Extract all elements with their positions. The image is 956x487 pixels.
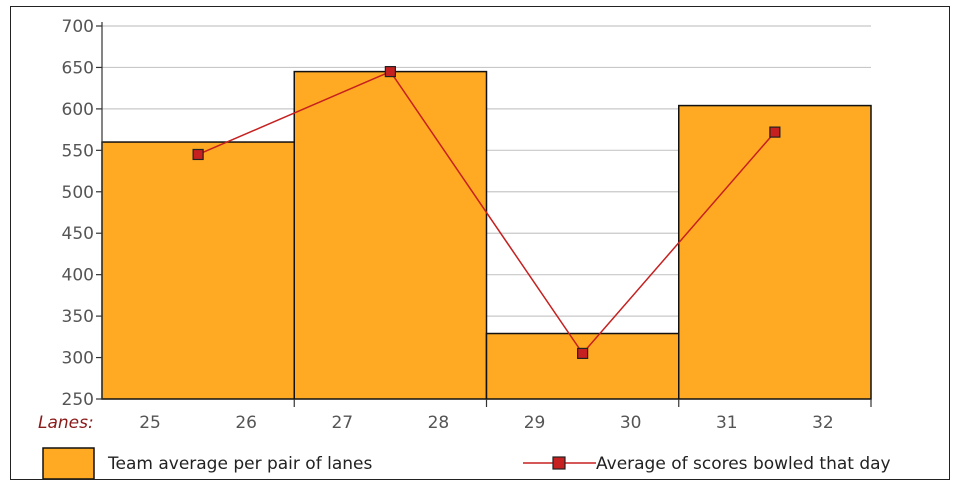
y-tick-label: 700 (62, 17, 94, 37)
score-point-31-32 (769, 126, 781, 138)
x-tick-label: 29 (524, 413, 546, 433)
y-tick-label: 250 (62, 390, 94, 410)
y-axis: 250 300 350 400 450 500 550 600 650 700 (62, 17, 103, 410)
legend-swatch-marker (552, 456, 566, 470)
x-axis-label: Lanes: (38, 413, 94, 433)
legend-swatch-bars (42, 447, 95, 479)
y-tick-label: 550 (62, 141, 94, 161)
score-line (192, 65, 781, 360)
x-tick-label: 32 (812, 413, 834, 433)
score-point-25-26 (192, 148, 204, 161)
x-tick-label: 26 (235, 413, 257, 433)
bar-25-26 (101, 141, 295, 400)
y-tick-label: 300 (62, 349, 94, 369)
x-tick-label: 28 (428, 413, 450, 433)
y-tick-label: 650 (62, 58, 94, 78)
score-point-29-30 (577, 347, 589, 360)
y-tick-label: 450 (62, 224, 94, 244)
bars (101, 70, 872, 400)
y-tick-label: 600 (62, 100, 94, 120)
x-axis: Lanes: 25 26 27 28 29 30 31 32 (38, 399, 872, 433)
score-point-27-28 (384, 65, 396, 78)
x-tick-label: 27 (331, 413, 353, 433)
bowling-chart: 250 300 350 400 450 500 550 600 650 700 Lanes: 25… (38, 17, 891, 479)
x-tick-label: 25 (139, 413, 161, 433)
x-tick-label: 30 (620, 413, 642, 433)
bar-27-28 (293, 70, 488, 400)
legend-label-bars: Team average per pair of lanes (107, 454, 372, 474)
y-tick-label: 350 (62, 307, 94, 327)
chart-frame: 250 300 350 400 450 500 550 600 650 700 Lanes: 25… (10, 6, 950, 480)
legend-label-line: Average of scores bowled that day (596, 454, 891, 474)
bar-29-30 (485, 332, 680, 400)
y-tick-label: 400 (62, 266, 94, 286)
legend: Team average per pair of lanes Average o… (42, 447, 891, 479)
score-line-path (197, 70, 776, 355)
x-tick-label: 31 (716, 413, 738, 433)
bar-31-32 (678, 104, 872, 400)
y-tick-label: 500 (62, 183, 94, 203)
